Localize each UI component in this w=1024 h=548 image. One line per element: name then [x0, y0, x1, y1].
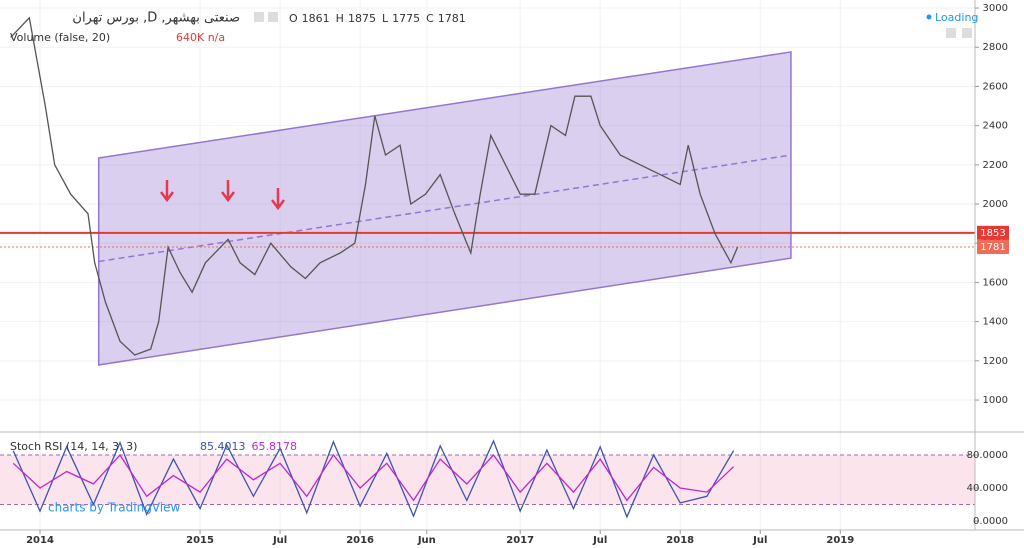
watermark: charts by TradingView — [48, 501, 180, 515]
x-tick-label: 2018 — [666, 535, 694, 546]
x-tick-label: 2017 — [506, 535, 534, 546]
y-tick-label: 2400 — [983, 121, 1008, 132]
ohlc-label: O — [289, 12, 298, 25]
x-tick-label: Jul — [592, 535, 607, 546]
arrow — [160, 180, 174, 203]
ohlc-value: 1775 — [392, 12, 420, 25]
y-tick-label: 0.0000 — [973, 516, 1008, 527]
channel-midline — [98, 154, 792, 263]
ohlc-label: L — [382, 12, 389, 25]
x-tick-label: 2015 — [186, 535, 214, 546]
plot — [0, 16, 975, 519]
y-tick-label: 40.0000 — [967, 483, 1008, 494]
y-tick-label: 2200 — [983, 160, 1008, 171]
y-tick-label: 1400 — [983, 317, 1008, 328]
y-tick-label: 1600 — [983, 277, 1008, 288]
ohlc-label: H — [336, 12, 344, 25]
icon[interactable] — [962, 28, 972, 38]
x-tick-label: 2014 — [26, 535, 54, 546]
level-label: 1853 — [980, 228, 1005, 239]
x-tick-label: 2016 — [346, 535, 374, 546]
status: Loading — [935, 11, 978, 24]
y-tick-label: 1000 — [983, 395, 1008, 406]
y-tick-label: 2000 — [983, 199, 1008, 210]
ohlc-value: 1875 — [348, 12, 376, 25]
price-line — [12, 453, 735, 502]
readout-value: 65.8178 — [252, 440, 298, 453]
volume-readout: 640K n/a — [176, 31, 225, 44]
y-tick-label: 80.0000 — [967, 450, 1008, 461]
level-label-box — [977, 225, 1009, 240]
volume-title: Volume (false, 20) — [10, 31, 110, 44]
readout-value: 85.4013 — [200, 440, 246, 453]
x-tick-label: 2019 — [826, 535, 854, 546]
rsi-band — [0, 455, 975, 505]
indicator-readout: 85.4013 65.8178 — [200, 440, 297, 453]
level-label: 1781 — [980, 242, 1005, 253]
y-tick-label: 1200 — [983, 356, 1008, 367]
x-tick-label: Jul — [752, 535, 767, 546]
arrow — [221, 180, 235, 203]
y-tick-label: 3000 — [983, 3, 1008, 14]
price-line — [12, 439, 735, 519]
arrow — [271, 188, 285, 211]
indicator-title: Stoch RSI (14, 14, 3, 3) — [10, 440, 137, 453]
symbol-title: صنعتی بهشهر, D, بورس تهران — [72, 11, 240, 26]
icon[interactable] — [254, 12, 264, 22]
x-tick-label: Jun — [417, 535, 436, 546]
ohlc: O 1861 H 1875 L 1775 C 1781 — [289, 12, 466, 25]
level-label-box — [977, 239, 1009, 254]
ohlc-label: C — [426, 12, 434, 25]
icon[interactable] — [946, 28, 956, 38]
x-tick-label: Jul — [272, 535, 287, 546]
icon[interactable] — [268, 12, 278, 22]
price-line — [10, 16, 739, 356]
status-dot — [926, 14, 932, 20]
grid — [0, 0, 975, 530]
y-tick-label: 2600 — [983, 81, 1008, 92]
ohlc-value: 1781 — [438, 12, 466, 25]
y-tick-label: 2800 — [983, 42, 1008, 53]
ohlc-value: 1861 — [302, 12, 330, 25]
